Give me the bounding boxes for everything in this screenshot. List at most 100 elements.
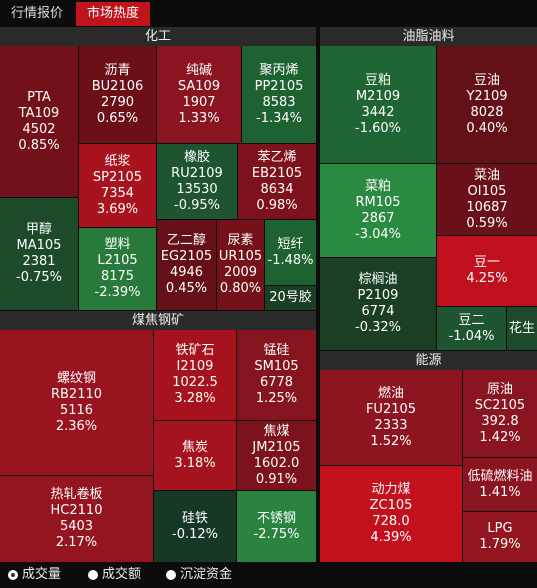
tile-text: BU2106 xyxy=(91,78,144,94)
tile-text: 3.18% xyxy=(174,455,216,471)
tile-text: ZC105 xyxy=(369,498,413,513)
heat-tile[interactable]: 焦炭 3.18% xyxy=(154,421,236,490)
tile-text: 豆粕 xyxy=(364,72,391,88)
tile-text: 0.91% xyxy=(255,471,298,487)
heat-tile[interactable]: 铁矿石 I2109 1022.5 3.28% xyxy=(154,330,236,420)
heat-tile[interactable]: 苯乙烯 EB2105 8634 0.98% xyxy=(238,144,316,219)
tile-text: 菜油 xyxy=(473,167,500,183)
tab[interactable]: 市场热度 xyxy=(76,2,150,26)
heat-tile[interactable]: 螺纹钢 RB2110 5116 2.36% xyxy=(0,330,153,475)
heat-tile[interactable]: 尿素 UR105 2009 0.80% xyxy=(217,220,264,310)
heat-tile[interactable]: 豆一 4.25% xyxy=(437,236,537,306)
heat-tile[interactable]: 20号胶 xyxy=(265,286,316,310)
tile-text: 4946 xyxy=(169,265,204,280)
heat-tile[interactable]: 焦煤 JM2105 1602.0 0.91% xyxy=(237,421,316,490)
tile-text: 2381 xyxy=(22,254,56,269)
heat-tile[interactable]: 不锈钢 -2.75% xyxy=(237,491,316,562)
tile-text: 花生 xyxy=(508,320,535,336)
radio-label: 成交量 xyxy=(22,567,62,582)
tile-text: SC2105 xyxy=(474,397,526,413)
radio-option[interactable]: 成交量 xyxy=(8,566,61,584)
tile-text: 4.39% xyxy=(370,530,412,545)
tile-text: 沥青 xyxy=(104,62,131,78)
heat-tile[interactable]: 短纤 -1.48% xyxy=(265,220,316,285)
heat-tile[interactable]: 豆粕 M2109 3442 -1.60% xyxy=(320,46,436,163)
tile-text: -2.39% xyxy=(94,285,141,300)
tile-text: 1.79% xyxy=(479,537,521,552)
tile-text: 菜粕 xyxy=(364,178,391,194)
tile-text: MA105 xyxy=(16,238,62,253)
tile-text: M2109 xyxy=(355,88,401,104)
heat-tile[interactable]: 硅铁 -0.12% xyxy=(154,491,236,562)
tile-text: SA109 xyxy=(177,78,221,94)
tile-text: -1.60% xyxy=(355,120,401,136)
tile-text: 0.80% xyxy=(219,281,262,296)
tile-text: 橡胶 xyxy=(183,149,210,165)
heat-tile[interactable]: 热轧卷板 HC2110 5403 2.17% xyxy=(0,476,153,562)
radio-dot[interactable] xyxy=(166,570,176,580)
tab[interactable]: 行情报价 xyxy=(10,6,63,21)
radio-dot[interactable] xyxy=(88,570,98,580)
tile-text: 1907 xyxy=(182,94,216,110)
heat-tile[interactable]: LPG 1.79% xyxy=(463,512,537,562)
heat-tile[interactable]: 锰硅 SM105 6778 1.25% xyxy=(237,330,316,420)
tile-text: 0.85% xyxy=(18,137,60,153)
tile-text: 1.25% xyxy=(255,391,298,406)
tile-text: 3.69% xyxy=(96,201,139,217)
tile-text: Y2109 xyxy=(466,88,508,104)
heat-tile[interactable]: 动力煤 ZC105 728.0 4.39% xyxy=(320,466,462,562)
tile-text: 豆一 xyxy=(473,255,500,270)
heat-tile[interactable]: 乙二醇 EG2105 4946 0.45% xyxy=(157,220,216,310)
heat-tile[interactable]: 燃油 FU2105 2333 1.52% xyxy=(320,370,462,465)
heat-tile[interactable]: 原油 SC2105 392.8 1.42% xyxy=(463,370,537,457)
tile-text: 5403 xyxy=(59,519,94,534)
tile-text: 2.17% xyxy=(55,535,98,550)
radio-dot[interactable] xyxy=(8,570,18,580)
tile-text: 塑料 xyxy=(104,237,131,252)
radio-option[interactable]: 沉淀资金 xyxy=(166,566,232,584)
tile-text: 4.25% xyxy=(466,271,508,286)
tile-text: 豆油 xyxy=(473,72,500,88)
tile-text: RB2110 xyxy=(50,386,103,402)
tile-text: 1602.0 xyxy=(253,455,300,471)
heat-tile[interactable]: 沥青 BU2106 2790 0.65% xyxy=(79,46,156,143)
heat-tile[interactable]: 低硫燃料油 1.41% xyxy=(463,458,537,511)
tile-text: 焦煤 xyxy=(263,423,290,439)
tile-text: 6774 xyxy=(361,304,395,319)
heat-tile[interactable]: 菜油 OI105 10687 0.59% xyxy=(437,164,537,235)
heat-tile[interactable]: 纸浆 SP2105 7354 3.69% xyxy=(79,144,156,227)
tile-text: 乙二醇 xyxy=(166,233,206,248)
heat-tile[interactable]: 棕榈油 P2109 6774 -0.32% xyxy=(320,258,436,350)
tile-text: JM2105 xyxy=(252,439,301,455)
tile-text: FU2105 xyxy=(365,401,417,417)
heat-tile[interactable]: 聚丙烯 PP2105 8583 -1.34% xyxy=(242,46,316,143)
tile-text: SM105 xyxy=(254,359,299,374)
tile-text: 焦炭 xyxy=(181,439,208,455)
tile-text: 短纤 xyxy=(277,236,304,252)
tile-text: 392.8 xyxy=(481,413,519,429)
tile-text: LPG xyxy=(487,521,513,536)
tile-text: EB2105 xyxy=(251,165,303,181)
tile-text: 4502 xyxy=(22,121,56,137)
tile-text: -0.95% xyxy=(174,197,220,213)
tile-text: 原油 xyxy=(486,381,513,397)
heat-tile[interactable]: 菜粕 RM105 2867 -3.04% xyxy=(320,164,436,257)
heat-tile[interactable]: 花生 xyxy=(507,307,537,350)
heat-tile[interactable]: 豆油 Y2109 8028 0.40% xyxy=(437,46,537,163)
tile-text: 5116 xyxy=(59,402,94,418)
heat-tile[interactable]: PTA TA109 4502 0.85% xyxy=(0,46,78,197)
tile-text: 728.0 xyxy=(372,514,410,529)
heat-tile[interactable]: 纯碱 SA109 1907 1.33% xyxy=(157,46,241,143)
tile-text: 8634 xyxy=(260,181,294,197)
heat-tile[interactable]: 塑料 L2105 8175 -2.39% xyxy=(79,228,156,310)
heat-tile[interactable]: 甲醇 MA105 2381 -0.75% xyxy=(0,198,78,310)
tile-text: 1.33% xyxy=(178,110,220,126)
radio-option[interactable]: 成交额 xyxy=(88,566,141,584)
heat-tile[interactable]: 橡胶 RU2109 13530 -0.95% xyxy=(157,144,237,219)
tile-text: 燃油 xyxy=(377,385,404,401)
section-header: 油脂油料 xyxy=(320,27,537,46)
tile-text: RM105 xyxy=(355,194,401,210)
heat-tile[interactable]: 豆二 -1.04% xyxy=(437,307,506,350)
tile-text: -1.04% xyxy=(448,328,495,344)
